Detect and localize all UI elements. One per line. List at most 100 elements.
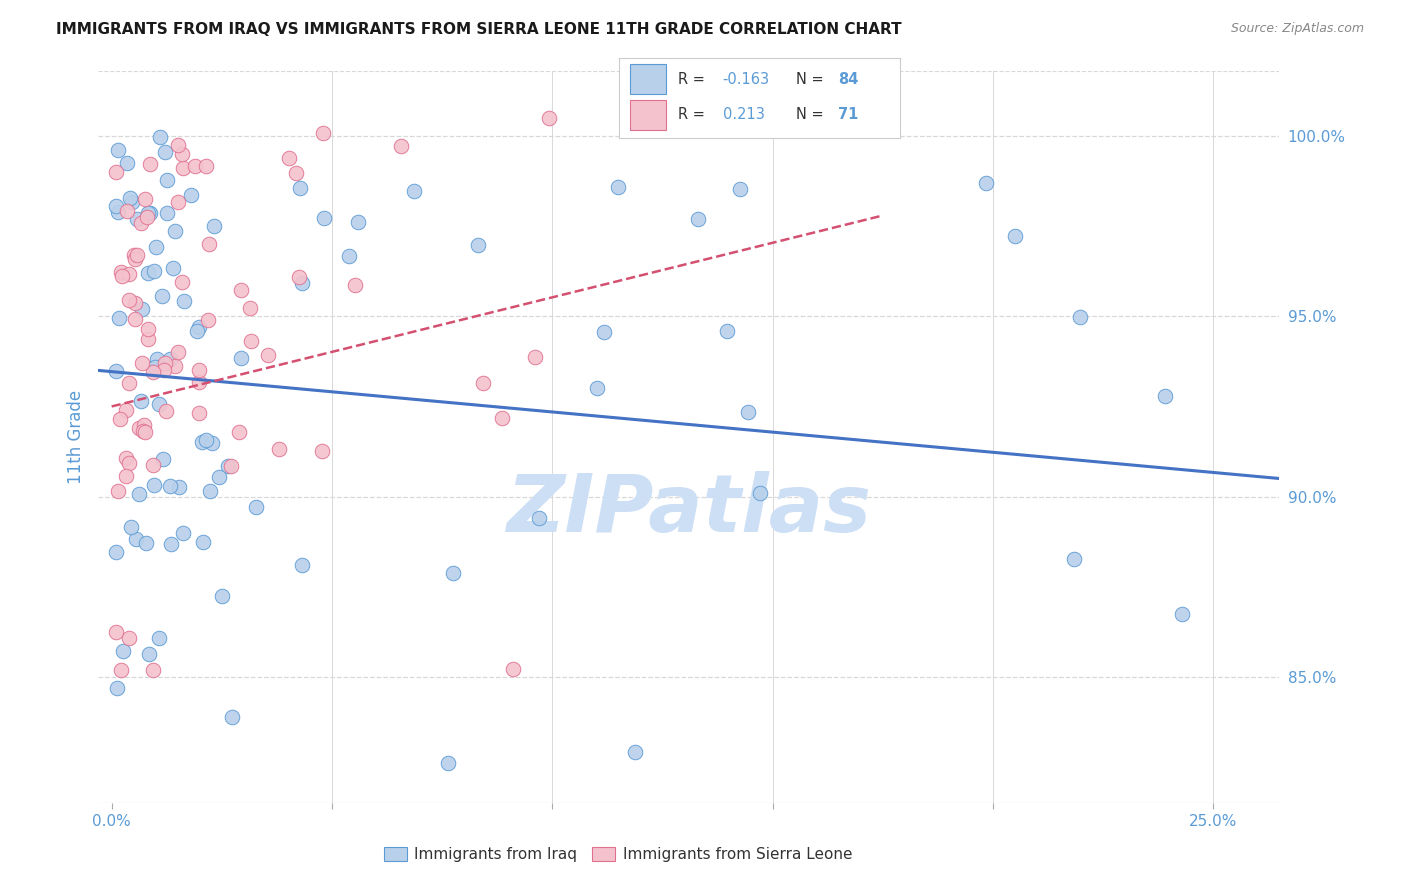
Point <box>155 356 177 370</box>
Point <box>108 311 131 326</box>
Point <box>1171 607 1194 622</box>
Point <box>143 263 166 277</box>
Point <box>163 224 186 238</box>
Point <box>172 525 194 540</box>
Point <box>191 434 214 449</box>
Point <box>229 351 252 365</box>
Point <box>105 364 128 378</box>
Point <box>121 194 143 209</box>
Point <box>208 470 231 484</box>
Bar <box>630 100 666 130</box>
Point <box>187 363 209 377</box>
Point <box>202 219 225 233</box>
Point <box>180 188 202 202</box>
Point <box>245 500 267 515</box>
Point <box>162 260 184 275</box>
Point <box>150 289 173 303</box>
Point <box>135 536 157 550</box>
Point <box>436 756 458 770</box>
Point <box>219 458 242 473</box>
Point <box>105 545 128 559</box>
Point <box>749 485 772 500</box>
Point <box>142 478 165 492</box>
Point <box>105 624 128 639</box>
Point <box>728 182 751 196</box>
Point <box>143 360 166 375</box>
Point <box>1004 229 1026 244</box>
Point <box>117 456 139 470</box>
Point <box>148 397 170 411</box>
Point <box>129 216 152 230</box>
Point <box>118 268 141 282</box>
Point <box>127 211 149 226</box>
Point <box>131 356 153 370</box>
Point <box>149 130 172 145</box>
Point <box>311 444 333 458</box>
Text: 84: 84 <box>838 72 858 87</box>
Point <box>172 161 194 175</box>
Point <box>107 484 129 499</box>
Point <box>737 405 759 419</box>
Text: N =: N = <box>796 107 828 122</box>
Point <box>529 511 551 525</box>
Point <box>111 644 134 658</box>
Point <box>115 468 138 483</box>
Text: N =: N = <box>796 72 828 87</box>
Point <box>138 321 160 335</box>
Text: -0.163: -0.163 <box>723 72 770 87</box>
Point <box>191 535 214 549</box>
Point <box>1063 552 1085 566</box>
Point <box>239 301 262 316</box>
Point <box>167 138 190 153</box>
Point <box>131 301 153 316</box>
Point <box>159 479 181 493</box>
Point <box>441 566 464 580</box>
Point <box>467 238 489 252</box>
Point <box>124 252 146 267</box>
Point <box>159 537 181 551</box>
Point <box>138 157 160 171</box>
Point <box>502 661 524 675</box>
Point <box>471 376 494 390</box>
Point <box>115 451 138 466</box>
Point <box>152 452 174 467</box>
Point <box>105 165 128 179</box>
Point <box>267 442 290 457</box>
Text: R =: R = <box>678 72 709 87</box>
Point <box>231 283 253 297</box>
Point <box>285 166 308 180</box>
Point <box>142 458 165 472</box>
Point <box>115 403 138 417</box>
Point <box>312 127 335 141</box>
Point <box>105 199 128 213</box>
Point <box>128 421 150 435</box>
Point <box>145 240 167 254</box>
Point <box>110 663 132 677</box>
Point <box>623 745 645 759</box>
Point <box>166 195 188 210</box>
Point <box>538 112 561 126</box>
Point <box>155 173 177 187</box>
Point <box>124 296 146 310</box>
Point <box>167 479 190 493</box>
Point <box>1069 310 1091 324</box>
Point <box>523 351 546 365</box>
Point <box>166 345 188 359</box>
Point <box>125 247 148 261</box>
Point <box>221 710 243 724</box>
Point <box>165 359 187 373</box>
Text: IMMIGRANTS FROM IRAQ VS IMMIGRANTS FROM SIERRA LEONE 11TH GRADE CORRELATION CHAR: IMMIGRANTS FROM IRAQ VS IMMIGRANTS FROM … <box>56 22 901 37</box>
Point <box>170 146 193 161</box>
Point <box>138 648 160 662</box>
Point <box>138 206 160 220</box>
Point <box>312 211 335 225</box>
Point <box>173 293 195 308</box>
Point <box>146 352 169 367</box>
Point <box>343 278 366 293</box>
Text: 71: 71 <box>838 107 858 122</box>
Point <box>111 268 134 283</box>
Text: 0.213: 0.213 <box>723 107 765 122</box>
Point <box>256 348 278 362</box>
Point <box>211 589 233 603</box>
Point <box>107 143 129 157</box>
